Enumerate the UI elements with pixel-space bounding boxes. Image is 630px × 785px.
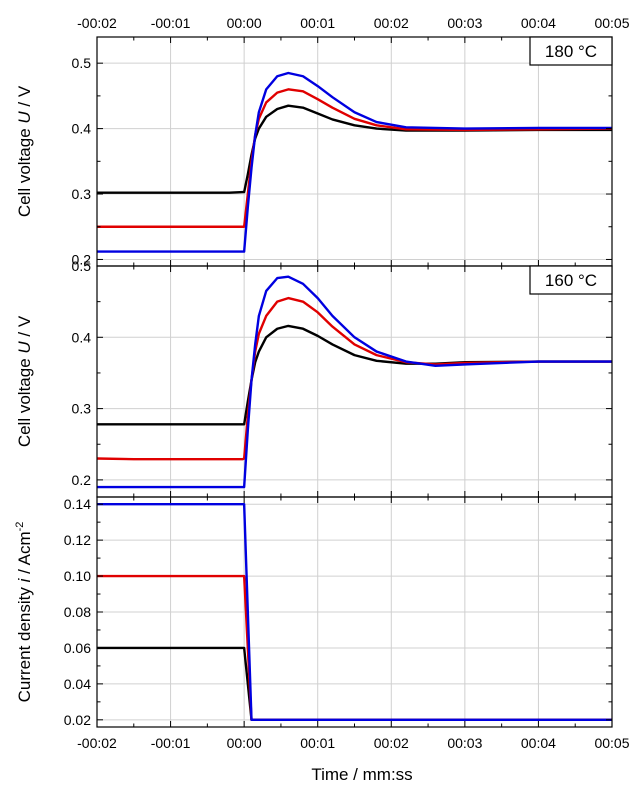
y-tick-label: 0.08: [64, 604, 91, 620]
y-tick-label: 0.3: [72, 401, 92, 417]
y-axis-title: Current density i / Acm-2: [14, 522, 34, 703]
x-axis-title: Time / mm:ss: [311, 765, 412, 784]
y-tick-label: 0.4: [72, 329, 92, 345]
temperature-box: [529, 36, 613, 66]
y-axis-title-symbol: i: [15, 577, 34, 582]
temperature-label: 160 °C: [545, 271, 597, 290]
x-tick-label-top: 00:02: [374, 15, 409, 31]
series-line-p160-2: [97, 275, 612, 489]
temperature-label: 180 °C: [545, 42, 597, 61]
x-tick-label-bottom: -00:02: [77, 735, 117, 751]
y-tick-label: 0.12: [64, 532, 91, 548]
series-line-pcur-2: [97, 502, 612, 722]
x-tick-label-top: 00:05: [594, 15, 629, 31]
grid-layer: [97, 37, 612, 727]
x-tick-label-top: 00:01: [300, 15, 335, 31]
x-tick-label-bottom: -00:01: [151, 735, 191, 751]
frame-layer: [96, 36, 613, 728]
series-line-p180-1: [97, 88, 613, 228]
y-tick-label: 0.04: [64, 676, 91, 692]
y-axis-title-suffix: / Acm: [15, 531, 34, 578]
x-tick-label-bottom: 00:04: [521, 735, 556, 751]
y-tick-label: 0.5: [72, 55, 92, 71]
y-tick-label: 0.5: [72, 258, 92, 274]
x-tick-label-top: -00:01: [151, 15, 191, 31]
series-line-p180-2: [97, 71, 612, 253]
y-axis-title-symbol: U: [15, 341, 34, 354]
y-axis-title-prefix: Current density: [15, 582, 34, 702]
y-axis-title: Cell voltage U / V: [15, 315, 34, 447]
y-tick-label: 0.4: [72, 121, 92, 137]
y-axis-title-superscript: -2: [14, 522, 26, 532]
y-tick-label: 0.10: [64, 568, 91, 584]
y-tick-label: 0.06: [64, 640, 91, 656]
x-tick-label-bottom: 00:02: [374, 735, 409, 751]
y-axis-title-suffix: / V: [15, 315, 34, 341]
x-tick-label-bottom: 00:01: [300, 735, 335, 751]
y-axis-title: Cell voltage U / V: [15, 85, 34, 217]
x-tick-label-top: 00:03: [447, 15, 482, 31]
x-tick-label-bottom: 00:00: [227, 735, 262, 751]
y-tick-label: 0.14: [64, 496, 91, 512]
temperature-box: [529, 265, 613, 295]
x-tick-label-bottom: 00:05: [594, 735, 629, 751]
y-tick-label: 0.2: [72, 251, 92, 267]
y-axis-title-symbol: U: [15, 111, 34, 124]
y-tick-label: 0.02: [64, 712, 91, 728]
series-line-p160-1: [96, 296, 612, 461]
label-layer: 0.2 0.3 0.4 0.5 -00:02 -00:01 00:00 00:01 00:02 0…: [14, 15, 630, 751]
x-tick-label-bottom: 00:03: [447, 735, 482, 751]
x-tick-label-top: -00:02: [77, 15, 117, 31]
series-line-p180-0: [97, 104, 612, 194]
y-axis-title-suffix: / V: [15, 85, 34, 111]
x-tick-label-top: 00:04: [521, 15, 556, 31]
x-tick-label-top: 00:00: [227, 15, 262, 31]
y-axis-title-prefix: Cell voltage: [15, 124, 34, 218]
y-tick-label: 0.3: [72, 186, 92, 202]
y-axis-title-prefix: Cell voltage: [15, 354, 34, 448]
series-layer: [96, 71, 613, 722]
panel-frame: [96, 265, 613, 498]
panel-frame: [96, 36, 613, 267]
series-line-p160-0: [97, 324, 612, 426]
y-tick-label: 0.2: [72, 472, 92, 488]
